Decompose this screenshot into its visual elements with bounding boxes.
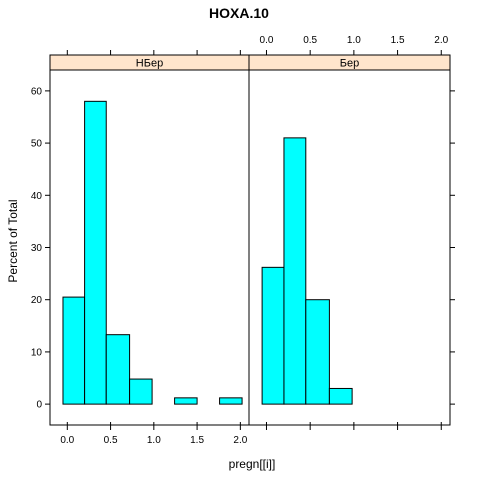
histogram-bar <box>219 397 243 405</box>
histogram-bar <box>283 137 307 405</box>
y-tick-label: 10 <box>31 347 43 358</box>
chart-title: HOXA.10 <box>209 5 269 21</box>
x-tick-label: 1.0 <box>347 35 361 46</box>
y-tick-label: 30 <box>31 243 43 254</box>
x-axis-label: pregn[[i]] <box>229 457 276 471</box>
histogram-bar <box>62 296 86 405</box>
y-tick-label: 50 <box>31 139 43 150</box>
y-tick-label: 40 <box>31 191 43 202</box>
y-tick-label: 60 <box>31 86 43 97</box>
x-tick-label: 0.0 <box>60 435 74 446</box>
x-tick-label: 1.5 <box>190 435 204 446</box>
x-tick-label: 2.0 <box>434 35 448 46</box>
histogram-bar <box>328 387 353 405</box>
x-tick-label: 0.5 <box>104 435 118 446</box>
x-tick-label: 2.0 <box>233 435 247 446</box>
panels-group: НБер 0.0 0.5 1.0 1.5 2.0 Бер 0.0 0.5 1.0 1.5 2.0 0 10… <box>31 35 455 446</box>
histogram-bar <box>261 266 285 405</box>
histogram-bar <box>105 334 131 405</box>
x-tick-label: 1.5 <box>391 35 405 46</box>
histogram-bar <box>129 378 153 405</box>
x-tick-label: 0.5 <box>303 35 317 46</box>
y-axis-label: Percent of Total <box>6 199 20 282</box>
histogram-bar <box>305 299 330 405</box>
y-tick-label: 20 <box>31 295 43 306</box>
x-tick-label: 1.0 <box>147 435 161 446</box>
histogram-bar <box>174 397 198 405</box>
y-tick-label: 0 <box>36 400 42 411</box>
strip-label: НБер <box>136 58 163 70</box>
x-tick-label: 0.0 <box>260 35 274 46</box>
strip-label: Бер <box>340 58 359 70</box>
histogram-bar <box>84 100 107 405</box>
